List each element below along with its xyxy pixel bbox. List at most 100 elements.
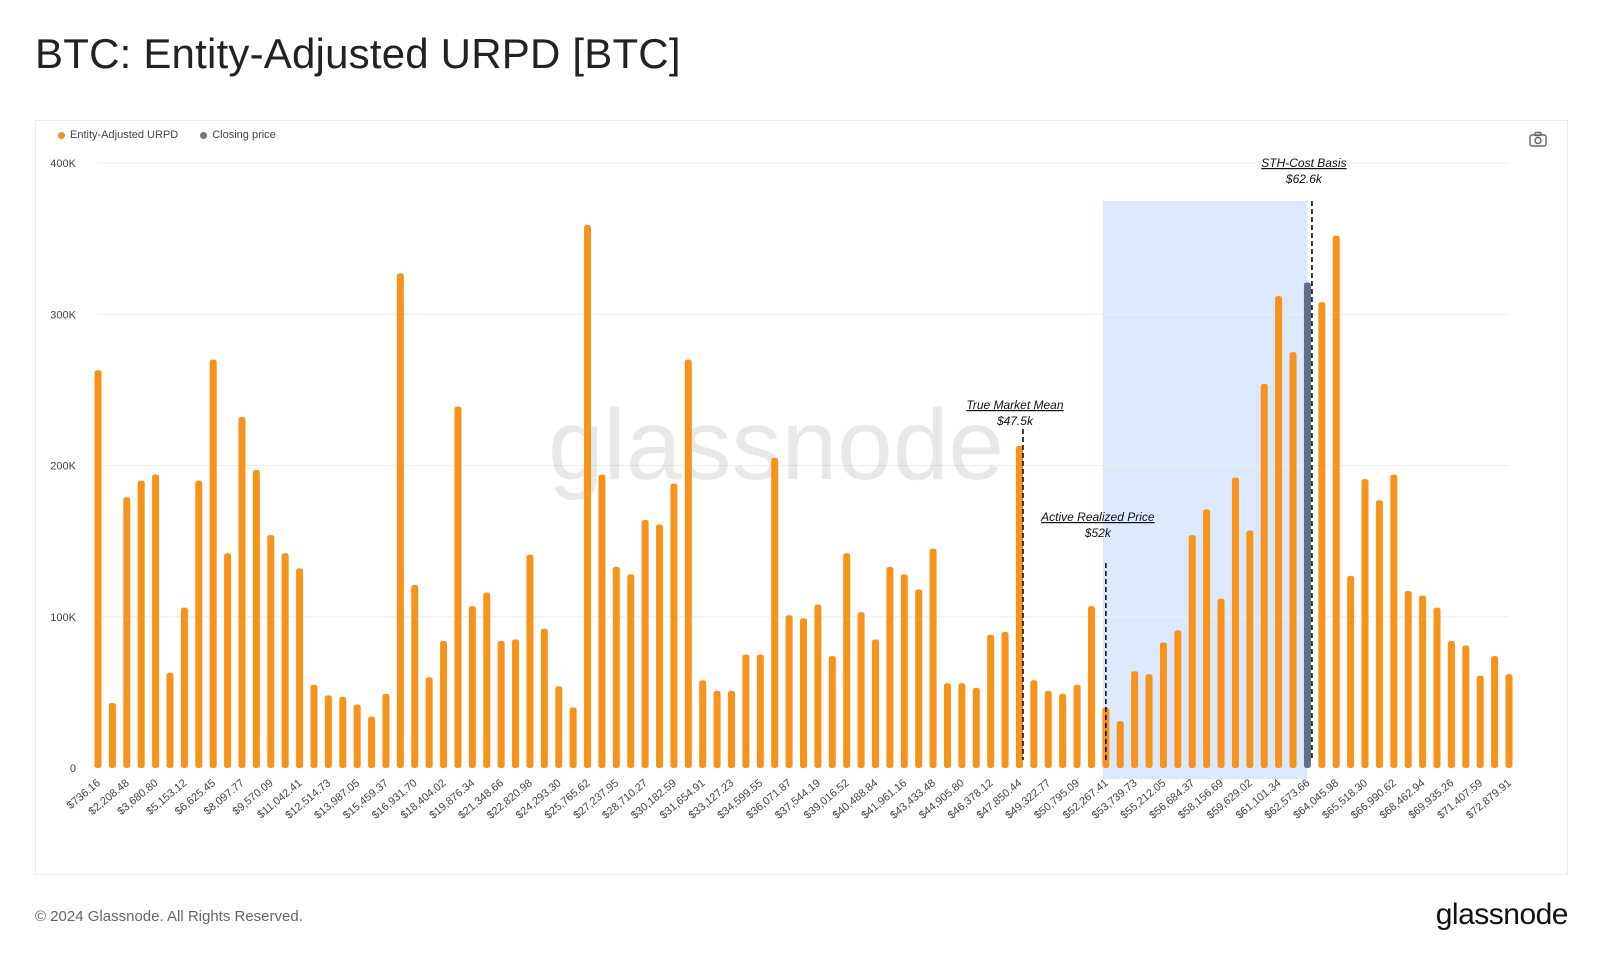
y-tick-label: 200K [50,461,76,473]
bar [1289,352,1297,768]
bar [1030,680,1038,768]
bar [1246,530,1254,768]
bar [584,225,592,768]
bar [1361,479,1369,768]
bar [540,628,548,768]
legend-dot-icon [58,131,65,139]
bar [785,615,793,768]
legend-item-urpd[interactable]: Entity-Adjusted URPD [58,129,178,141]
legend-item-closing-price[interactable]: Closing price [200,129,276,141]
bar [915,589,923,768]
bar [1001,631,1009,768]
bar [310,684,318,768]
bar [152,474,160,768]
bar [1059,693,1067,768]
annotation-label: Active Realized Price [1040,510,1155,524]
bar [1476,675,1484,768]
bar [1404,591,1412,768]
bar [1145,674,1153,768]
annotation-label: STH-Cost Basis [1261,156,1346,170]
bar [900,574,908,768]
bar [440,640,448,768]
bar [1390,474,1398,768]
bar [555,686,563,768]
bar [843,553,851,768]
y-tick-label: 300K [50,309,76,321]
bar [800,618,807,768]
bar [1044,690,1052,768]
bar [886,566,894,768]
bar [411,584,419,768]
bar [180,607,188,768]
y-tick-label: 0 [70,763,76,775]
bar [641,519,649,768]
bar [569,707,577,768]
bar [1433,607,1441,768]
bar [1188,535,1196,768]
bar [108,702,116,768]
legend-dot-icon [200,131,208,139]
bar [742,654,750,768]
camera-icon[interactable] [1529,131,1547,147]
bar [814,604,822,768]
brand-logo: glassnode [1435,898,1569,931]
bar [699,680,707,768]
bar [1073,684,1081,768]
bar [656,524,664,768]
bar [1303,282,1311,768]
page-title: BTC: Entity-Adjusted URPD [BTC] [35,30,681,77]
bar [166,672,174,768]
bar [267,535,275,768]
legend-label: Closing price [212,129,276,141]
bar [396,273,404,768]
bar [353,704,361,768]
bar [526,554,534,768]
bar [454,406,462,768]
annotation-value: $52k [1084,526,1112,540]
bar [987,634,995,768]
y-tick-label: 100K [50,612,76,624]
bar [972,687,980,768]
chart-legend: Entity-Adjusted URPD Closing price [58,129,276,141]
bar [1203,509,1211,768]
chart-panel: 0 100K 200K 300K 400K glassnode $736.16 $2,208.… [35,120,1568,875]
bar [598,474,606,768]
bar [483,592,491,768]
bar [1275,296,1283,768]
bar [1087,606,1095,768]
bar [252,470,260,768]
bar [627,574,635,768]
bar [1231,477,1239,768]
bar [324,695,332,768]
bar [512,639,520,768]
bar [1375,500,1383,768]
bar [238,417,246,768]
bar [713,690,721,768]
bar [1174,630,1182,768]
bar [137,480,145,768]
bar [1159,642,1167,768]
bar [828,656,836,768]
bar [94,370,102,768]
bar [756,654,764,768]
bar [1116,721,1124,768]
bar [209,359,217,768]
bar [1505,674,1513,768]
annotation-value: $47.5k [996,414,1034,428]
bar [1462,645,1470,768]
bar [339,696,347,768]
bar [771,457,779,768]
bar [943,683,951,768]
bar [871,639,879,768]
bar [123,497,131,768]
bar [670,483,678,768]
bar [1447,640,1455,768]
bar [1015,445,1023,768]
bar [382,693,390,768]
bar [1318,302,1326,768]
bar [281,553,289,768]
bar [684,359,692,768]
bar [1347,575,1355,768]
annotation-label: True Market Mean [966,398,1063,412]
bar [728,690,736,768]
